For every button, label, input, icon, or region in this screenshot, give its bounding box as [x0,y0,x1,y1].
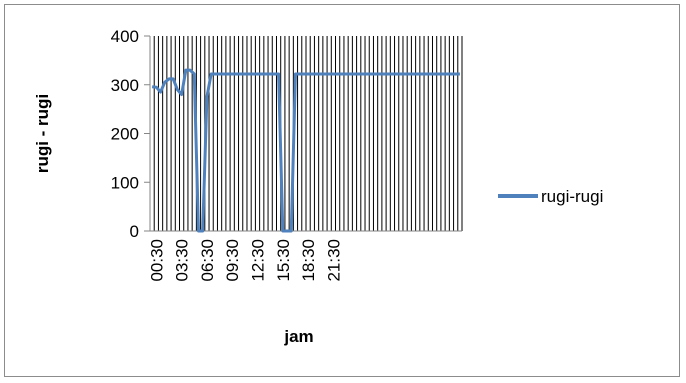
y-tick-label: 200 [111,125,139,144]
x-tick-label: 09:30 [223,239,242,282]
chart-frame [4,4,680,377]
y-tick-label: 100 [111,173,139,192]
y-tick-label: 0 [130,222,139,241]
legend: rugi-rugi [498,187,603,206]
x-tick-label: 18:30 [299,239,318,282]
y-axis-title: rugi - rugi [33,94,52,173]
y-tick-label: 300 [111,76,139,95]
x-tick-label: 15:30 [274,239,293,282]
x-tick-label: 06:30 [198,239,217,282]
x-tick-label: 00:30 [147,239,166,282]
legend-label-rugi-rugi: rugi-rugi [541,187,603,206]
series-layer [151,68,460,233]
series-line-rugi-rugi [151,68,460,233]
y-tick-label: 400 [111,27,139,46]
x-tick-label: 03:30 [173,239,192,282]
x-tick-label: 12:30 [249,239,268,282]
x-tick-label: 21:30 [324,239,343,282]
x-axis-ticks: 00:30 03:30 06:30 09:30 12:30 15:30 18:30 21:30 [147,239,343,282]
y-axis-ticks: 0 100 200 300 400 [111,27,150,241]
x-axis-title: jam [283,327,313,346]
